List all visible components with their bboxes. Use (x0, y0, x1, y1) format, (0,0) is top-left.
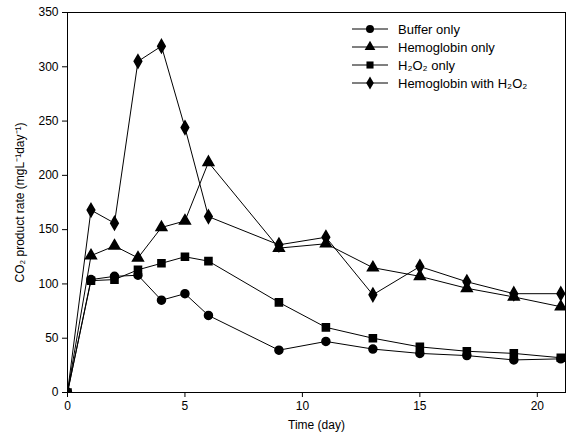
html-text:Buffer only: Buffer only (398, 21, 460, 37)
svg-text:20: 20 (531, 399, 545, 413)
svg-text:50: 50 (45, 331, 59, 345)
html-text:H₂O₂ only: H₂O₂ only (398, 57, 456, 73)
svg-text:0: 0 (52, 385, 59, 399)
svg-text:200: 200 (38, 168, 58, 182)
svg-text:250: 250 (38, 114, 58, 128)
svg-text:Time (day): Time (day) (288, 418, 345, 432)
svg-text:150: 150 (38, 222, 58, 236)
svg-text:15: 15 (413, 399, 427, 413)
html-text:Hemoglobin only: Hemoglobin only (398, 39, 495, 55)
html-text:Hemoglobin with H₂O₂: Hemoglobin with H₂O₂ (398, 75, 528, 91)
svg-text:10: 10 (296, 399, 310, 413)
svg-text:350: 350 (38, 5, 58, 19)
svg-text:5: 5 (182, 399, 189, 413)
svg-text:100: 100 (38, 277, 58, 291)
svg-text:0: 0 (64, 399, 71, 413)
svg-text:CO₂ product rate (mgL⁻¹day⁻¹): CO₂ product rate (mgL⁻¹day⁻¹) (13, 122, 27, 282)
svg-text:300: 300 (38, 60, 58, 74)
